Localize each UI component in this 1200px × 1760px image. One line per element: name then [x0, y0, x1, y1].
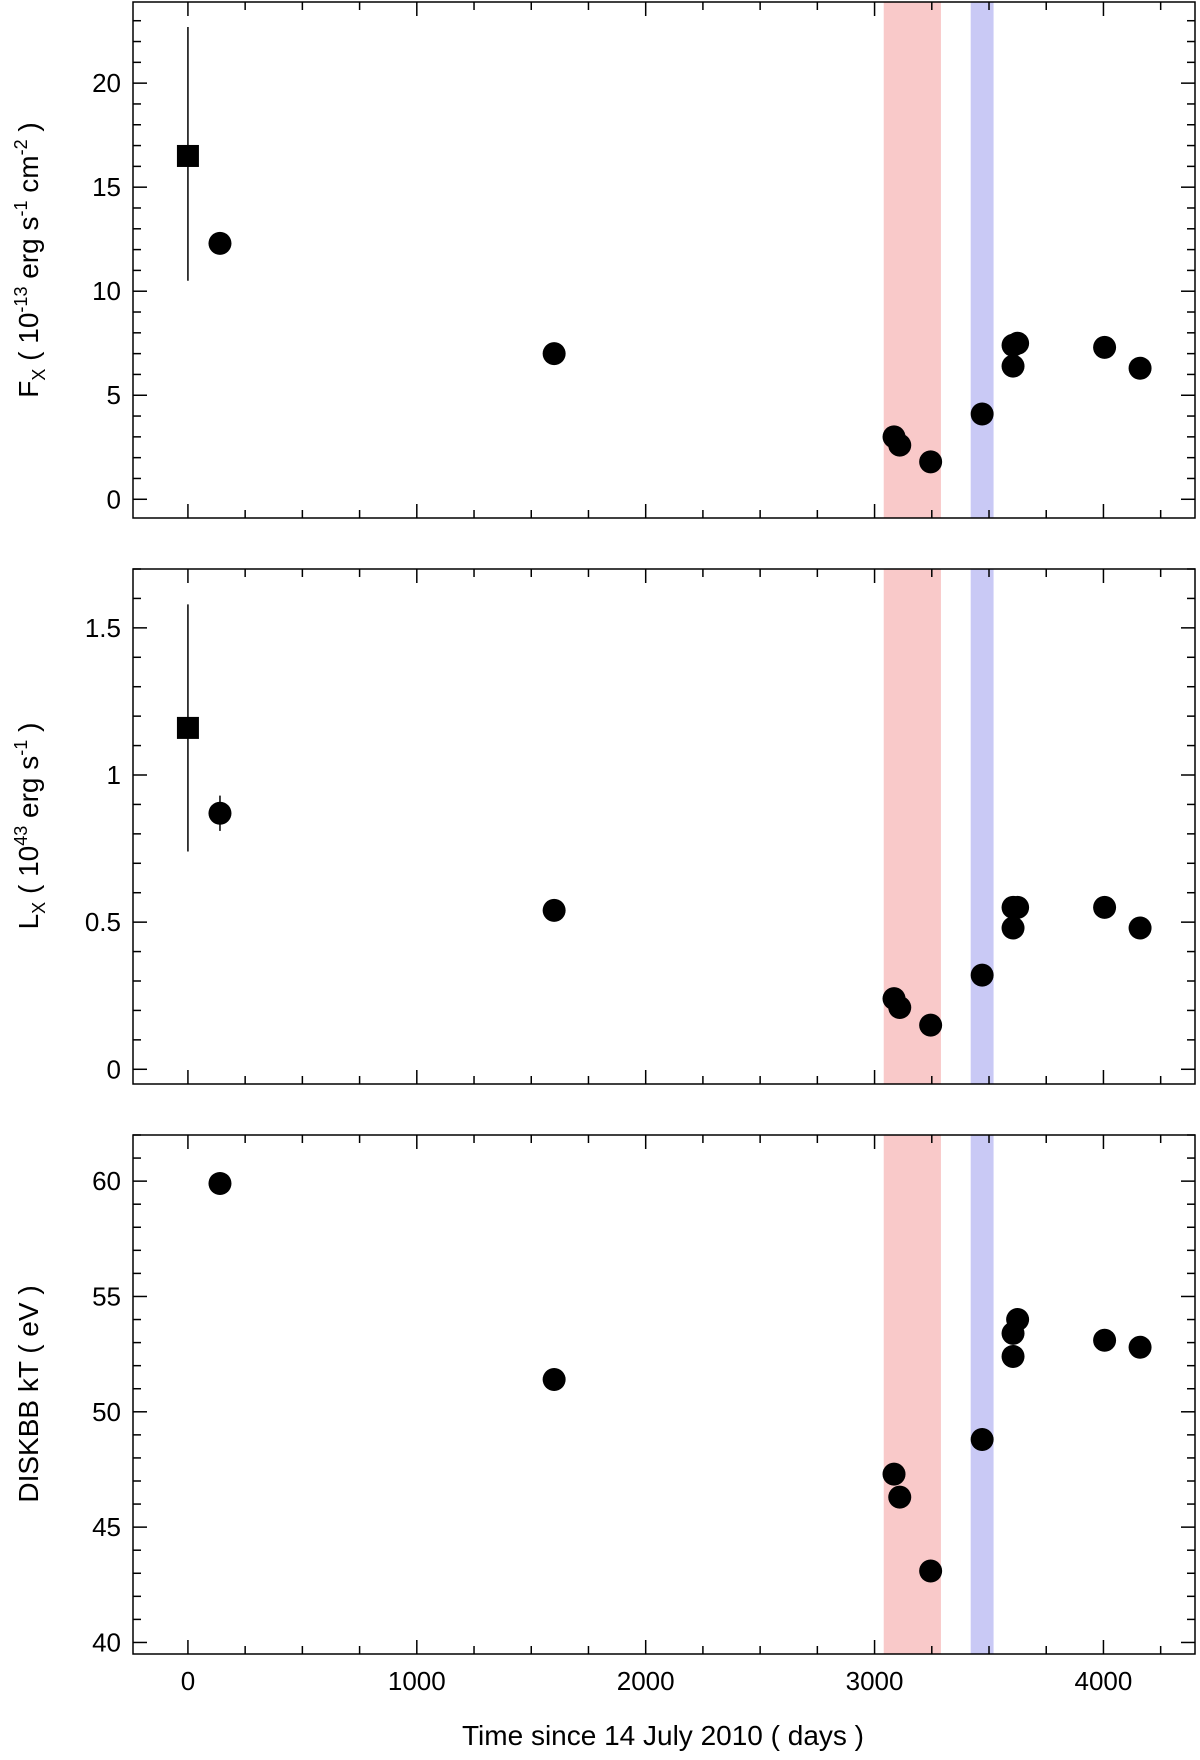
- y-tick-label: 55: [92, 1281, 121, 1311]
- data-point: [970, 1427, 994, 1451]
- y-tick-label: 1.5: [85, 613, 121, 643]
- y-axis-title-part: -1: [11, 201, 31, 217]
- y-axis-title-part: cm: [13, 155, 44, 200]
- y-axis-title-part: erg s: [13, 756, 44, 826]
- y-axis-title-part: X: [29, 902, 49, 914]
- data-point: [1006, 1308, 1030, 1332]
- data-point: [208, 801, 232, 825]
- data-point: [970, 963, 994, 987]
- data-point: [542, 898, 566, 922]
- y-axis-title-part: DISKBB kT ( eV ): [13, 1285, 44, 1502]
- y-tick-label: 50: [92, 1397, 121, 1427]
- data-point: [1001, 354, 1025, 378]
- y-axis-title-part: ): [13, 723, 44, 740]
- data-point: [888, 1485, 912, 1509]
- temperature-panel: 0 1000 2000 3000 4000 40 45 50 55 60 DISKBB kT ( e…: [13, 1134, 1196, 1696]
- y-tick-label: 60: [92, 1166, 121, 1196]
- y-axis-title-part: -1: [11, 740, 31, 756]
- y-tick-label: 10: [92, 276, 121, 306]
- y-tick-label: 45: [92, 1512, 121, 1542]
- x-tick-label: 0: [181, 1666, 195, 1696]
- y-tick-label: 20: [92, 68, 121, 98]
- data-point: [882, 1462, 906, 1486]
- y-tick-label: 5: [107, 380, 121, 410]
- data-point-square: [176, 144, 199, 167]
- y-tick-label: 0: [107, 1054, 121, 1084]
- y-axis-title-part: ( 10: [13, 313, 44, 369]
- y-axis-title-part: 43: [11, 826, 31, 846]
- data-point: [1128, 356, 1152, 380]
- data-point: [1093, 895, 1117, 919]
- y-axis-title-part: ( 10: [13, 846, 44, 902]
- data-point: [1001, 916, 1025, 940]
- data-point: [1128, 1335, 1152, 1359]
- data-point: [542, 1368, 566, 1392]
- data-point: [919, 1559, 943, 1583]
- data-point: [1093, 335, 1117, 359]
- plot-frame: [132, 568, 1196, 1085]
- data-point: [542, 342, 566, 366]
- plot-frame: [132, 1, 1196, 519]
- data-point: [1128, 916, 1152, 940]
- y-tick-label: 40: [92, 1627, 121, 1657]
- data-point: [1001, 1344, 1025, 1368]
- y-axis-title-part: erg s: [13, 217, 44, 287]
- x-tick-label: 4000: [1075, 1666, 1133, 1696]
- data-point: [919, 450, 943, 474]
- data-point-square: [176, 716, 199, 739]
- flux-panel: 0 5 10 15 20 FX ( 10-13 erg s-1 cm-2 ): [11, 1, 1196, 519]
- y-axis-title-part: ): [13, 122, 44, 139]
- data-point: [208, 231, 232, 255]
- y-axis-title-part: L: [13, 914, 44, 930]
- y-tick-label: 1: [107, 760, 121, 790]
- y-axis-title-part: F: [13, 381, 44, 398]
- data-point: [970, 402, 994, 426]
- x-tick-label: 2000: [617, 1666, 675, 1696]
- data-point: [888, 995, 912, 1019]
- shaded-region-1: [970, 2, 994, 518]
- data-point: [919, 1013, 943, 1037]
- y-tick-label: 0: [107, 484, 121, 514]
- y-axis-title: FX ( 10-13 erg s-1 cm-2 ): [11, 122, 49, 397]
- luminosity-panel: 0 0.5 1 1.5 LX ( 1043 erg s-1 ): [11, 568, 1196, 1085]
- y-tick-label: 15: [92, 172, 121, 202]
- y-axis-title: DISKBB kT ( eV ): [13, 1285, 44, 1502]
- y-axis-title-part: -13: [11, 287, 31, 313]
- y-tick-label: 0.5: [85, 907, 121, 937]
- x-tick-label: 1000: [388, 1666, 446, 1696]
- data-point: [888, 433, 912, 457]
- data-point: [208, 1171, 232, 1195]
- shaded-region-1: [970, 1135, 994, 1654]
- data-point: [1093, 1328, 1117, 1352]
- y-axis-title-part: X: [29, 369, 49, 381]
- data-point: [1006, 895, 1030, 919]
- x-tick-label: 3000: [846, 1666, 904, 1696]
- plot-frame: [132, 1134, 1196, 1655]
- x-axis-title: Time since 14 July 2010 ( days ): [462, 1720, 864, 1751]
- shaded-region-1: [970, 569, 994, 1084]
- y-axis-title-part: -2: [11, 139, 31, 155]
- data-point: [1006, 331, 1030, 355]
- y-axis-title: LX ( 1043 erg s-1 ): [11, 723, 49, 930]
